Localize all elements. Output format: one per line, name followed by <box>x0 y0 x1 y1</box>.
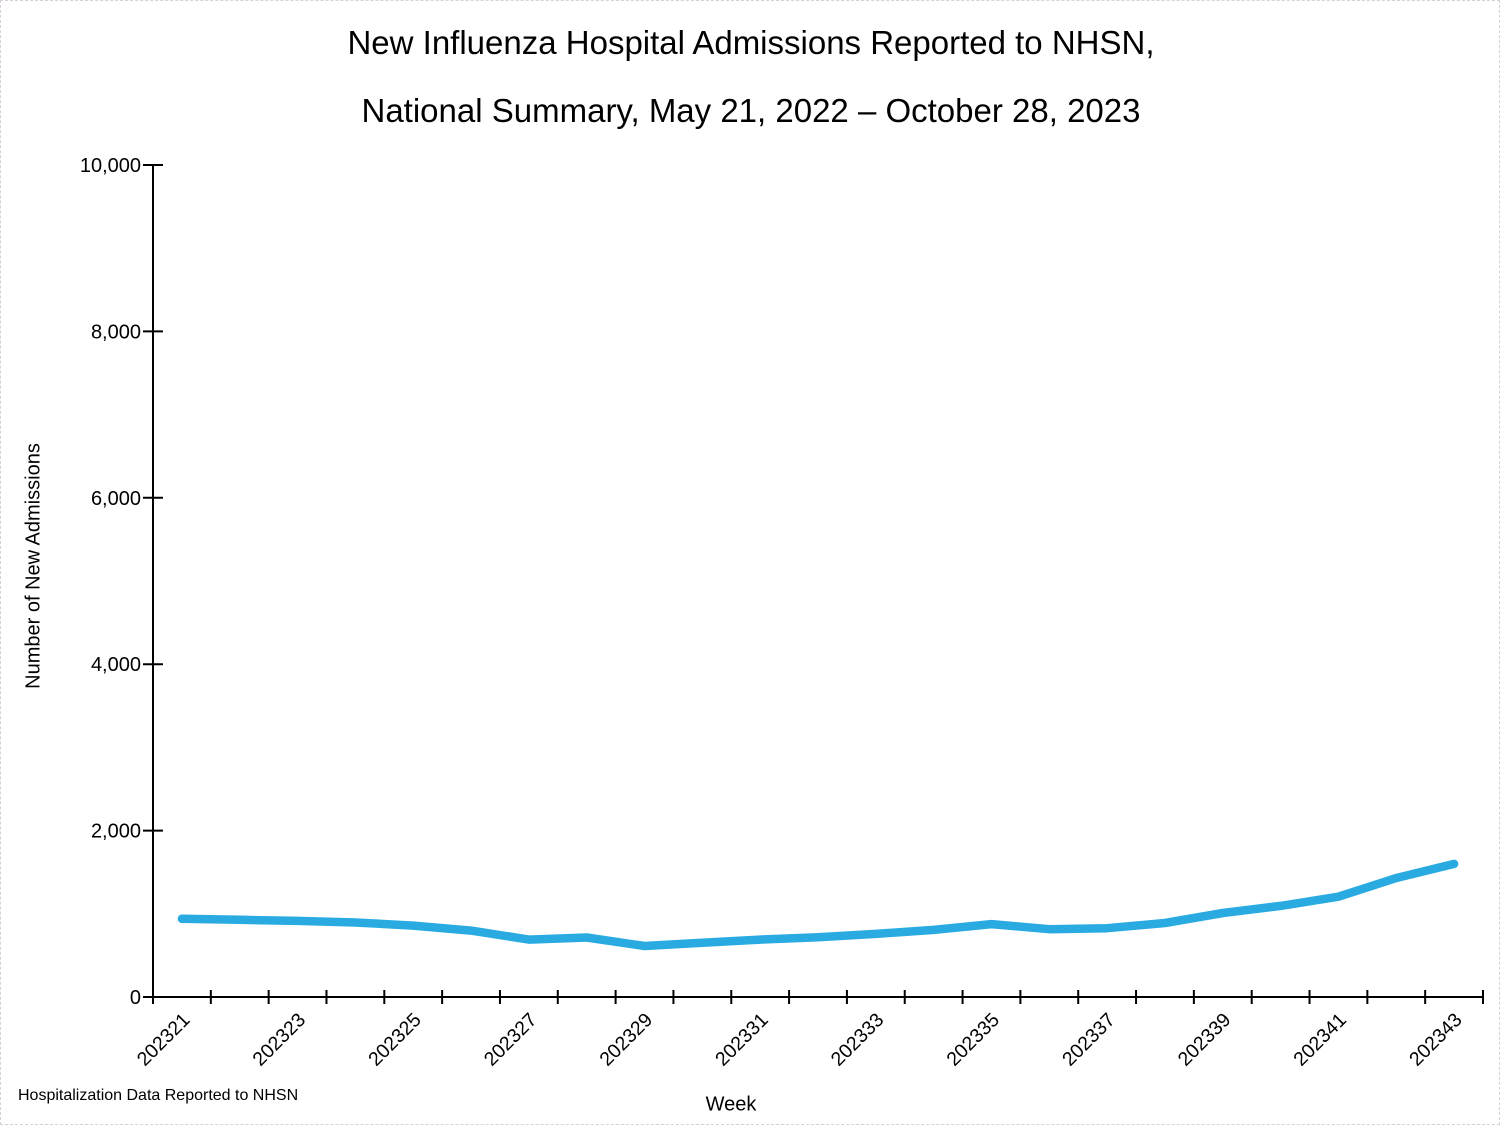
admissions-data-line <box>177 859 1459 951</box>
x-axis-tick-label: 202341 <box>1289 1009 1351 1071</box>
y-axis-title: Number of New Admissions <box>22 443 45 689</box>
chart-title-line-2: National Summary, May 21, 2022 – October… <box>361 92 1141 129</box>
x-axis-tick-label: 202325 <box>364 1009 426 1071</box>
y-axis-tick-label: 2,000 <box>91 821 141 843</box>
x-axis-tick-label: 202339 <box>1174 1009 1236 1071</box>
chart-title: New Influenza Hospital Admissions Report… <box>1 9 1500 145</box>
y-axis-tick-label: 8,000 <box>91 321 141 343</box>
x-axis-tick-label: 202333 <box>827 1009 889 1071</box>
x-axis-tick-label: 202321 <box>133 1009 195 1071</box>
x-axis-tick-label: 202335 <box>942 1009 1004 1071</box>
x-axis-tick-label: 202329 <box>595 1009 657 1071</box>
chart-title-line-1: New Influenza Hospital Admissions Report… <box>347 24 1155 61</box>
y-axis-tick-label: 0 <box>130 987 141 1009</box>
x-axis-tick-label: 202337 <box>1058 1009 1120 1071</box>
y-axis-tick-label: 4,000 <box>91 654 141 676</box>
x-axis-tick-label: 202323 <box>249 1009 311 1071</box>
x-axis-tick-label: 202331 <box>711 1009 773 1071</box>
x-axis-title: Week <box>705 1093 757 1116</box>
x-axis-tick-label: 202327 <box>480 1009 542 1071</box>
x-axis-tick-label: 202343 <box>1405 1009 1467 1071</box>
y-axis-tick-label: 10,000 <box>80 155 141 177</box>
footnote-source-text: Hospitalization Data Reported to NHSN <box>18 1087 299 1104</box>
y-axis-tick-label: 6,000 <box>91 488 141 510</box>
